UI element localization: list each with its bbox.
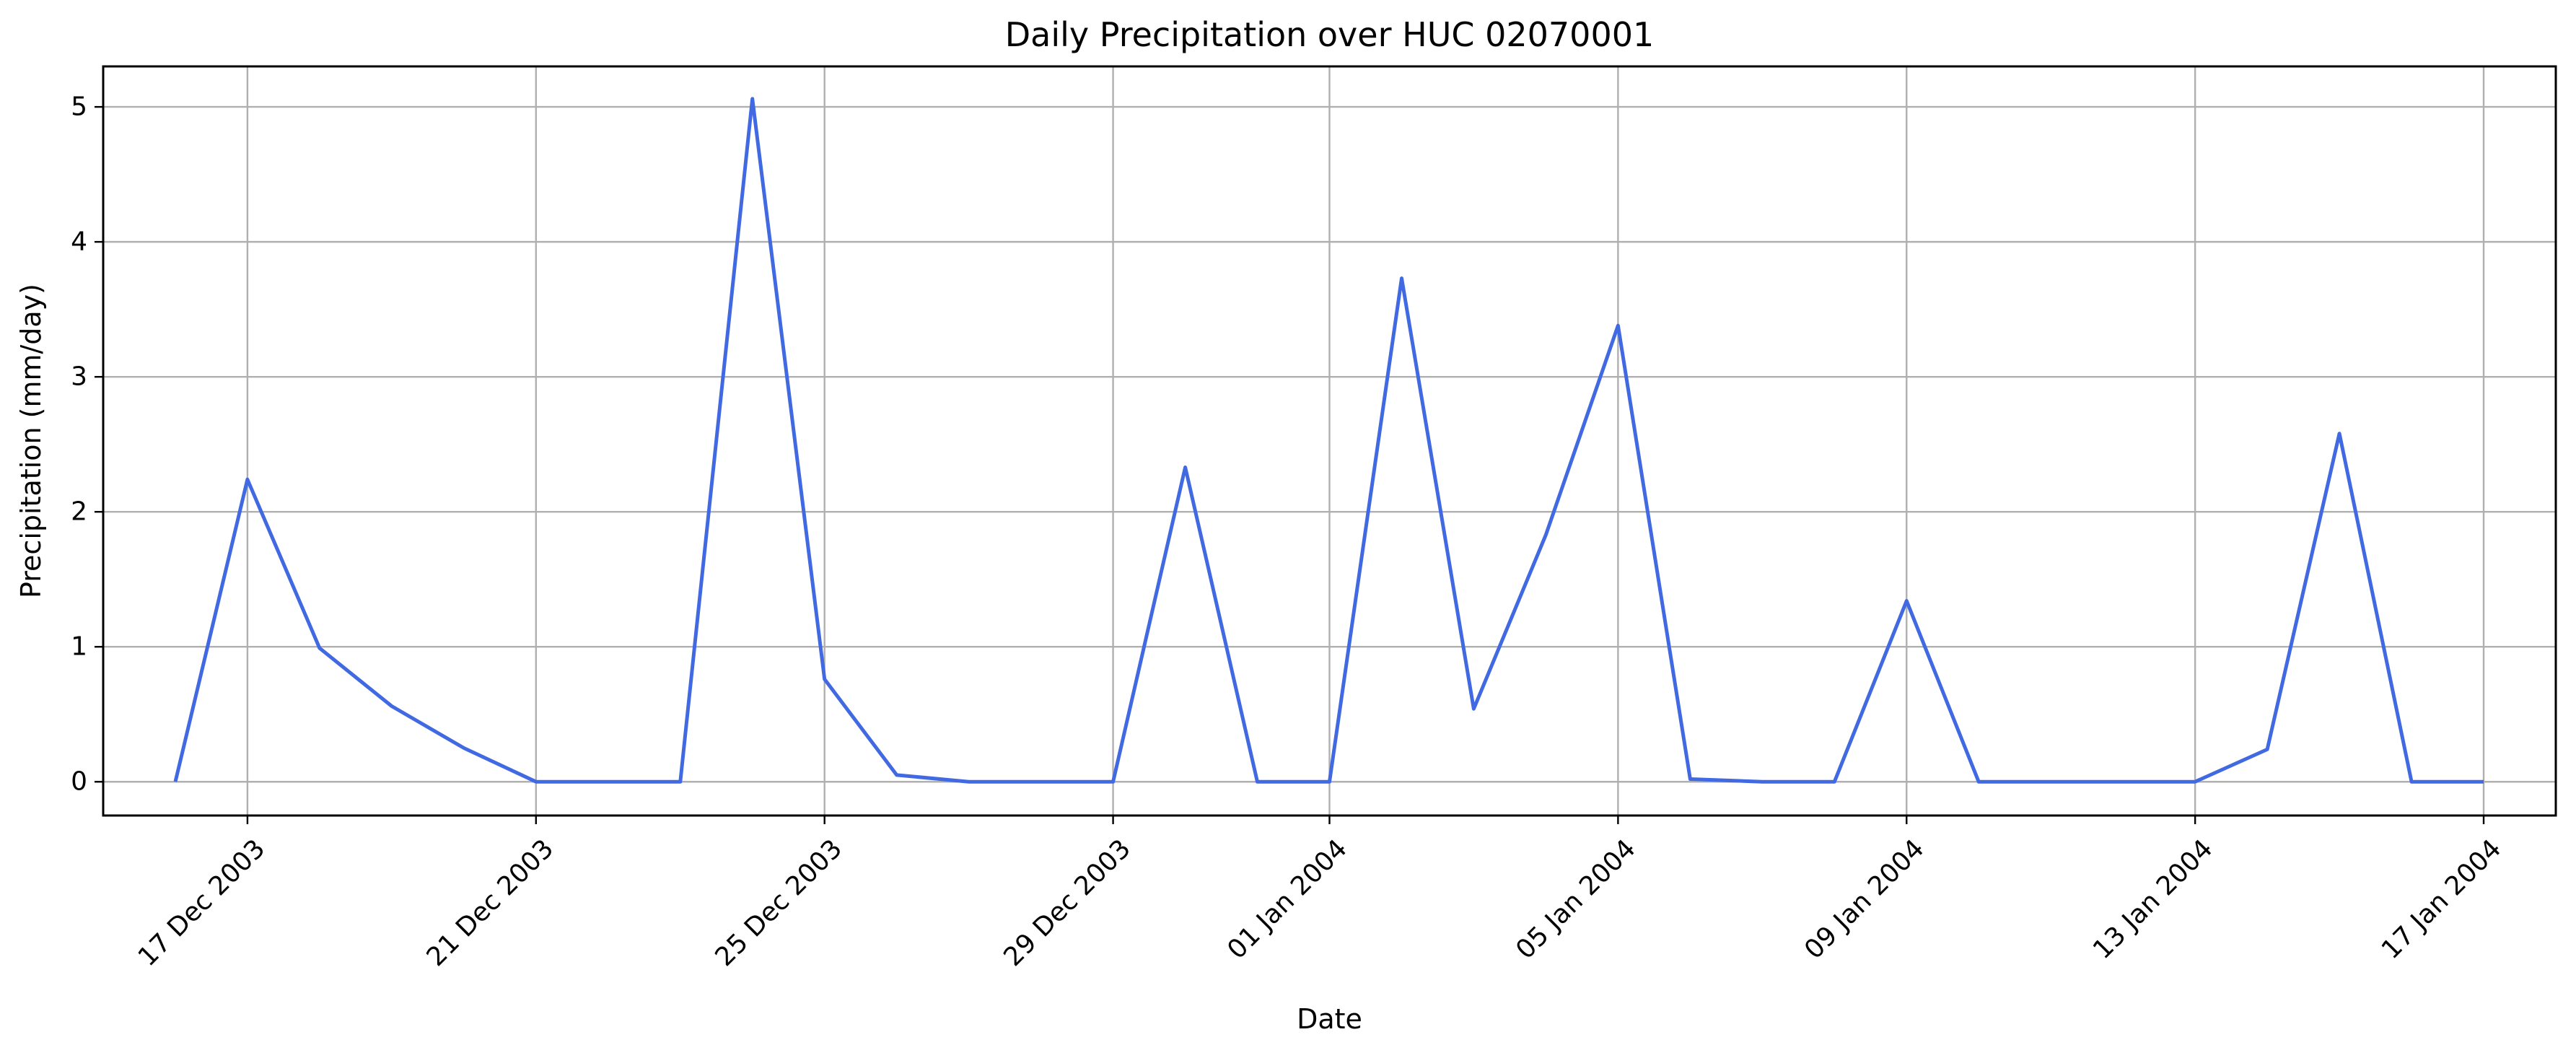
y-tick-label: 5 [71, 92, 87, 122]
y-tick-label: 0 [71, 767, 87, 797]
precipitation-line [173, 97, 2484, 784]
x-tick-label: 13 Jan 2004 [2087, 834, 2219, 965]
x-tick-label: 09 Jan 2004 [1799, 834, 1930, 965]
x-tick-label: 17 Jan 2004 [2376, 834, 2507, 965]
y-tick-label: 4 [71, 227, 87, 257]
y-axis-ticks: 0 1 2 3 4 5 [71, 92, 103, 797]
x-axis-ticks: 17 Dec 2003 21 Dec 2003 25 Dec 2003 29 Dec … [133, 816, 2507, 972]
x-tick-label: 29 Dec 2003 [998, 834, 1136, 972]
x-tick-label: 05 Jan 2004 [1510, 834, 1642, 965]
y-tick-label: 3 [71, 362, 87, 392]
grid-lines [103, 66, 2556, 816]
x-tick-label: 17 Dec 2003 [133, 834, 271, 972]
y-axis-title: Precipitation (mm/day) [15, 284, 47, 598]
x-tick-label: 01 Jan 2004 [1222, 834, 1353, 965]
series-layer [173, 97, 2484, 784]
y-tick-label: 1 [71, 632, 87, 662]
chart-title: Daily Precipitation over HUC 02070001 [1005, 15, 1655, 54]
x-tick-label: 25 Dec 2003 [710, 834, 849, 972]
x-axis-title: Date [1297, 1003, 1362, 1035]
x-tick-label: 21 Dec 2003 [421, 834, 560, 972]
y-tick-label: 2 [71, 497, 87, 527]
